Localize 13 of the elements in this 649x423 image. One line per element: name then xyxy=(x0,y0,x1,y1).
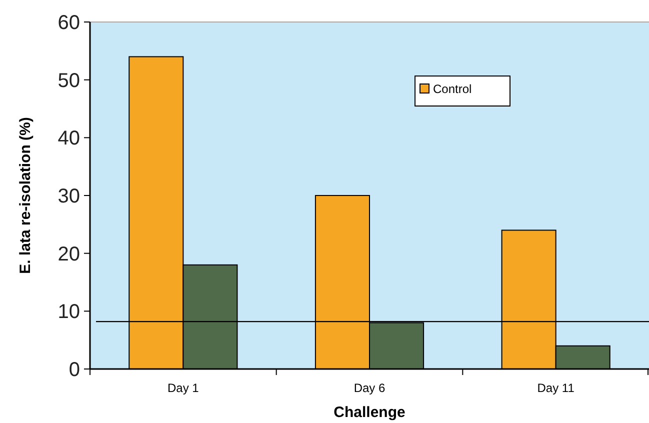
x-axis-title: Challenge xyxy=(334,404,406,421)
y-tick-label: 50 xyxy=(58,70,80,92)
y-tick-label: 0 xyxy=(68,359,80,381)
y-tick-label: 40 xyxy=(58,128,80,150)
y-axis-title: E. lata re-isolation (%) xyxy=(17,117,34,274)
x-tick-label: Day 11 xyxy=(537,381,575,395)
y-tick-label: 30 xyxy=(58,186,80,208)
x-tick-label: Day 1 xyxy=(167,381,200,395)
x-tick-label: Day 6 xyxy=(354,381,386,395)
y-tick-label: 20 xyxy=(58,243,80,266)
y-tick-label: 10 xyxy=(58,301,80,324)
y-tick-label: 60 xyxy=(58,12,80,34)
legend-label: Control xyxy=(433,82,472,96)
